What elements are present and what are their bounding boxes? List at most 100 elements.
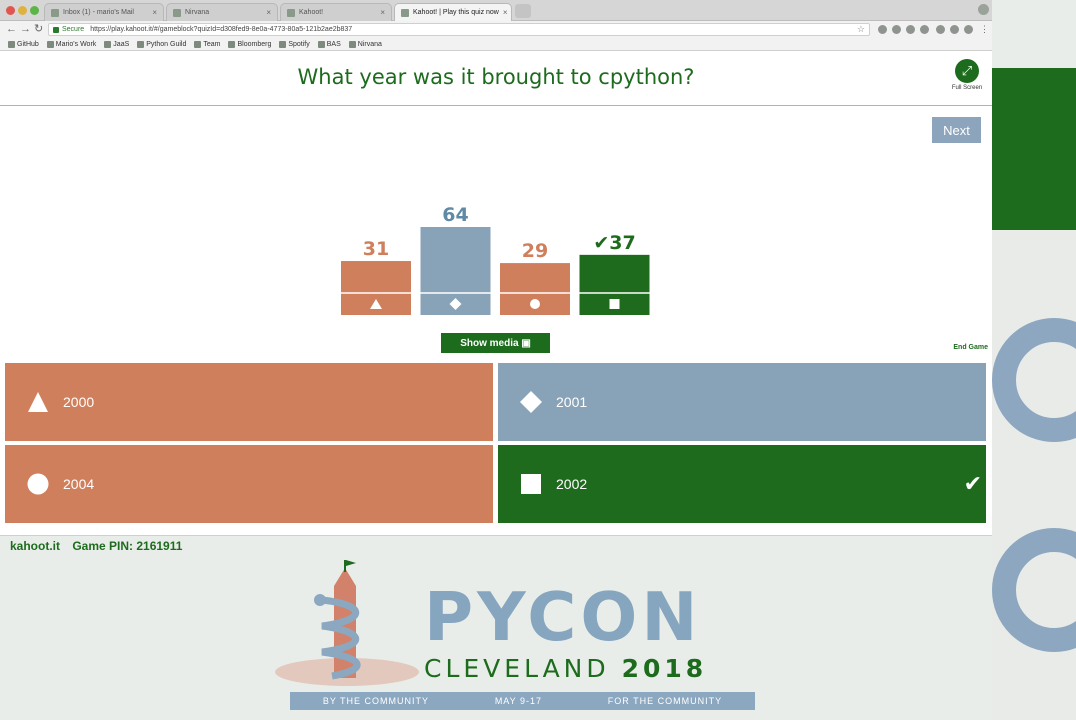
browser-toolbar: ← → ↻ Secure https://play.kahoot.it/#/ga… [0, 21, 992, 38]
mail-icon [51, 8, 59, 17]
answer-option-circle[interactable]: 2004 [5, 445, 493, 523]
spotify-icon [279, 40, 287, 48]
pycon-logo: PYCON CLEVELAND 2018 BY THE COMMUNITY MA… [0, 555, 992, 720]
ribbon-text: MAY 9-17 [494, 696, 542, 706]
nirvana-icon [173, 8, 181, 17]
extension-icon[interactable] [920, 25, 929, 34]
extension-icon[interactable] [964, 25, 973, 34]
answer-count-label: 31 [363, 238, 389, 260]
extension-icon[interactable] [906, 25, 915, 34]
answer-text: 2002 [556, 476, 588, 492]
forward-arrow-icon[interactable]: → [20, 23, 31, 35]
footer-info: kahoot.it Game PIN: 2161911 [10, 539, 191, 553]
bookmark-label: Python Guild [146, 40, 187, 48]
fullscreen-icon[interactable]: ⤢ [955, 59, 979, 83]
ribbon-text: BY THE COMMUNITY [322, 696, 430, 706]
bookmark-item[interactable]: Nirvana [348, 40, 382, 48]
circle-icon [530, 299, 540, 309]
show-media-label: Show media [460, 337, 519, 349]
show-media-button[interactable]: Show media ▣ [441, 333, 550, 353]
triangle-icon [370, 299, 382, 309]
answer-text: 2004 [63, 476, 95, 492]
close-tab-icon[interactable]: × [266, 8, 271, 17]
tab-label: Kahoot! [299, 9, 324, 16]
answer-count-chart: 31 64 29 ✔37 [341, 204, 650, 315]
bookmark-label: JaaS [113, 40, 130, 48]
profile-icon[interactable] [978, 4, 989, 15]
bookmark-label: Team [203, 40, 221, 48]
browser-tab-active[interactable]: Kahoot! | Play this quiz now × [394, 3, 512, 21]
menu-icon[interactable]: ⋮ [980, 24, 989, 34]
close-tab-icon[interactable]: × [380, 8, 385, 17]
answer-count-label: ✔37 [593, 232, 635, 254]
bookmark-label: Bloomberg [237, 40, 272, 48]
question-divider [0, 105, 992, 106]
close-tab-icon[interactable]: × [152, 8, 157, 17]
answer-option-square[interactable]: 2002 ✔ [498, 445, 986, 523]
back-arrow-icon[interactable]: ← [6, 23, 17, 35]
extension-icon[interactable] [878, 25, 887, 34]
browser-tab[interactable]: Inbox (1) - mario's Mail × [44, 3, 164, 21]
fullscreen-label: Full Screen [951, 85, 983, 91]
kahoot-icon [287, 8, 295, 17]
maximize-window-icon[interactable] [30, 6, 39, 15]
reload-icon[interactable]: ↻ [34, 23, 44, 35]
bookmark-item[interactable]: Team [194, 40, 221, 48]
python-tower-icon [275, 560, 419, 686]
answer-option-diamond[interactable]: 2001 [498, 363, 986, 441]
kahoot-page: What year was it brought to cpython? ⤢ F… [0, 51, 992, 535]
browser-tab[interactable]: Kahoot! × [280, 3, 392, 21]
diamond-icon [520, 391, 542, 413]
close-window-icon[interactable] [6, 6, 15, 15]
minimize-window-icon[interactable] [18, 6, 27, 15]
end-game-link[interactable]: End Game [953, 344, 988, 351]
browser-tab-bar: Inbox (1) - mario's Mail × Nirvana × Kah… [0, 0, 992, 21]
bookmark-item[interactable]: BAS [317, 40, 341, 48]
bookmark-label: Spotify [288, 40, 310, 48]
pycon-year: 2018 [621, 654, 708, 683]
extension-icon[interactable] [936, 25, 945, 34]
bookmark-star-icon[interactable]: ☆ [856, 24, 865, 34]
kahoot-icon [401, 8, 409, 17]
folder-icon [228, 40, 236, 48]
correct-check-icon: ✔ [963, 471, 982, 496]
browser-tab[interactable]: Nirvana × [166, 3, 278, 21]
answer-count-label: 64 [442, 204, 468, 226]
bookmark-item[interactable]: Mario's Work [46, 40, 97, 48]
tab-label: Nirvana [185, 9, 210, 16]
extension-icon[interactable] [892, 25, 901, 34]
diamond-icon [449, 298, 462, 310]
bookmark-item[interactable]: Python Guild [137, 40, 187, 48]
pycon-location: CLEVELAND 2018 [424, 654, 707, 683]
tab-label: Kahoot! | Play this quiz now [413, 9, 499, 16]
triangle-icon [28, 392, 48, 412]
square-icon [609, 299, 620, 309]
pycon-wordmark: PYCON [424, 578, 702, 656]
close-tab-icon[interactable]: × [502, 8, 508, 17]
pycon-city: CLEVELAND [424, 654, 610, 683]
new-tab-button[interactable] [515, 4, 531, 18]
answer-text: 2000 [63, 394, 95, 410]
bookmark-label: Nirvana [357, 40, 382, 48]
answer-bar [500, 263, 570, 293]
bookmark-item[interactable]: JaaS [104, 40, 130, 48]
bookmark-icon [104, 40, 112, 48]
bookmark-item[interactable]: GitHub [8, 40, 39, 48]
extension-icon[interactable] [950, 25, 959, 34]
chevron-right-icon [348, 40, 356, 48]
next-button[interactable]: Next [932, 117, 981, 143]
url-text: https://play.kahoot.it/#/gameblock?quizI… [90, 26, 353, 33]
answer-bar [420, 227, 491, 293]
bookmark-item[interactable]: Bloomberg [228, 40, 272, 48]
game-footer: kahoot.it Game PIN: 2161911 [0, 535, 992, 555]
answer-option-triangle[interactable]: 2000 [5, 363, 493, 441]
bookmark-label: Mario's Work [55, 40, 97, 48]
lock-icon [53, 26, 59, 33]
square-icon [521, 474, 541, 494]
address-bar[interactable]: Secure https://play.kahoot.it/#/gamebloc… [48, 23, 870, 36]
answer-bar [579, 254, 650, 293]
bookmark-item[interactable]: Spotify [279, 40, 310, 48]
folder-icon [194, 40, 202, 48]
game-pin: Game PIN: 2161911 [72, 539, 183, 553]
